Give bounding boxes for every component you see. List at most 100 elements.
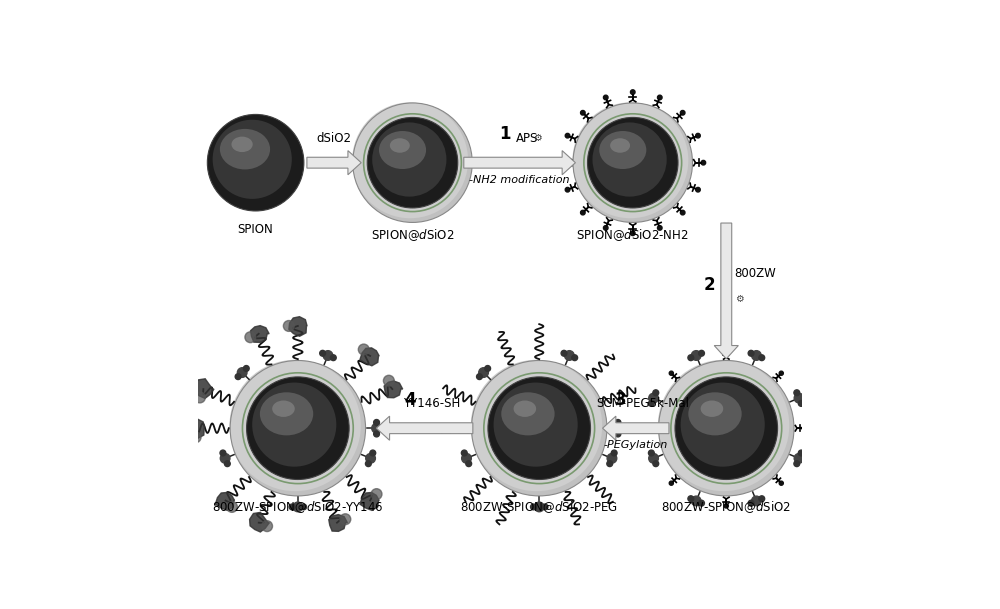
Ellipse shape [681, 382, 765, 466]
Text: 1: 1 [499, 125, 511, 143]
Circle shape [224, 461, 230, 466]
Circle shape [794, 390, 800, 396]
Circle shape [794, 393, 804, 403]
Circle shape [383, 375, 394, 386]
Circle shape [374, 420, 379, 425]
Ellipse shape [390, 138, 410, 153]
Ellipse shape [488, 377, 591, 479]
Ellipse shape [675, 377, 778, 479]
Circle shape [372, 423, 381, 433]
Circle shape [194, 392, 205, 403]
Text: SPION@$d$SiO2-NH2: SPION@$d$SiO2-NH2 [576, 227, 689, 243]
Circle shape [615, 431, 621, 437]
Circle shape [235, 374, 241, 379]
Ellipse shape [514, 401, 536, 417]
Ellipse shape [352, 102, 468, 218]
Circle shape [615, 420, 621, 425]
Circle shape [680, 110, 685, 115]
Text: SCM-PEG5k-Mal: SCM-PEG5k-Mal [597, 397, 690, 410]
Polygon shape [329, 515, 347, 532]
Circle shape [572, 355, 578, 361]
Ellipse shape [472, 361, 607, 496]
Ellipse shape [379, 131, 426, 169]
Text: 2: 2 [704, 276, 715, 294]
Circle shape [657, 95, 662, 100]
Circle shape [648, 401, 654, 406]
Circle shape [370, 450, 376, 456]
Text: -PEGylation: -PEGylation [604, 440, 668, 450]
Text: dSiO2: dSiO2 [317, 132, 352, 144]
Circle shape [243, 365, 249, 371]
Circle shape [565, 188, 570, 192]
Circle shape [581, 210, 585, 215]
Circle shape [752, 496, 761, 505]
Circle shape [301, 504, 307, 510]
Ellipse shape [471, 360, 602, 491]
Circle shape [371, 488, 382, 499]
Circle shape [358, 344, 369, 355]
Circle shape [237, 368, 247, 378]
Ellipse shape [658, 360, 789, 491]
Circle shape [630, 231, 635, 236]
Circle shape [798, 401, 804, 406]
Circle shape [648, 450, 654, 456]
Ellipse shape [213, 120, 292, 199]
Polygon shape [384, 381, 403, 398]
Circle shape [688, 496, 694, 502]
Circle shape [691, 496, 701, 505]
Circle shape [462, 454, 471, 463]
Circle shape [613, 423, 623, 433]
Text: 800ZW: 800ZW [735, 267, 776, 280]
Circle shape [611, 450, 617, 456]
Text: 4: 4 [404, 391, 416, 409]
Circle shape [779, 481, 783, 485]
Polygon shape [194, 379, 214, 398]
Circle shape [669, 481, 673, 485]
Ellipse shape [272, 401, 295, 417]
Ellipse shape [587, 118, 678, 208]
Circle shape [320, 350, 326, 356]
Circle shape [759, 496, 765, 502]
Ellipse shape [610, 138, 630, 153]
Circle shape [724, 504, 728, 508]
Circle shape [691, 351, 701, 361]
Polygon shape [215, 493, 235, 510]
Circle shape [759, 355, 765, 361]
Circle shape [330, 355, 336, 361]
Ellipse shape [247, 377, 349, 479]
Text: ⚙: ⚙ [735, 294, 743, 304]
Circle shape [657, 225, 662, 230]
Circle shape [653, 461, 659, 466]
Circle shape [365, 461, 371, 466]
Circle shape [534, 502, 544, 512]
Circle shape [630, 90, 635, 94]
Text: SPION: SPION [238, 223, 273, 236]
Circle shape [227, 501, 237, 512]
Circle shape [565, 351, 574, 361]
Circle shape [485, 365, 491, 371]
Circle shape [531, 504, 536, 510]
Circle shape [479, 368, 488, 378]
Polygon shape [603, 416, 669, 440]
Circle shape [696, 133, 700, 138]
Ellipse shape [230, 361, 366, 496]
Circle shape [220, 450, 226, 456]
Circle shape [748, 500, 754, 506]
Ellipse shape [207, 114, 304, 211]
Circle shape [374, 431, 379, 437]
Polygon shape [464, 150, 575, 175]
Circle shape [220, 454, 230, 463]
Circle shape [696, 188, 700, 192]
Circle shape [581, 110, 585, 115]
Polygon shape [360, 493, 379, 510]
Circle shape [649, 393, 658, 403]
Circle shape [607, 454, 617, 463]
Ellipse shape [231, 136, 253, 152]
Circle shape [699, 500, 704, 506]
Circle shape [724, 348, 728, 353]
Ellipse shape [220, 129, 270, 169]
Circle shape [794, 454, 804, 463]
Circle shape [542, 504, 548, 510]
Ellipse shape [659, 361, 794, 496]
Circle shape [245, 332, 256, 343]
